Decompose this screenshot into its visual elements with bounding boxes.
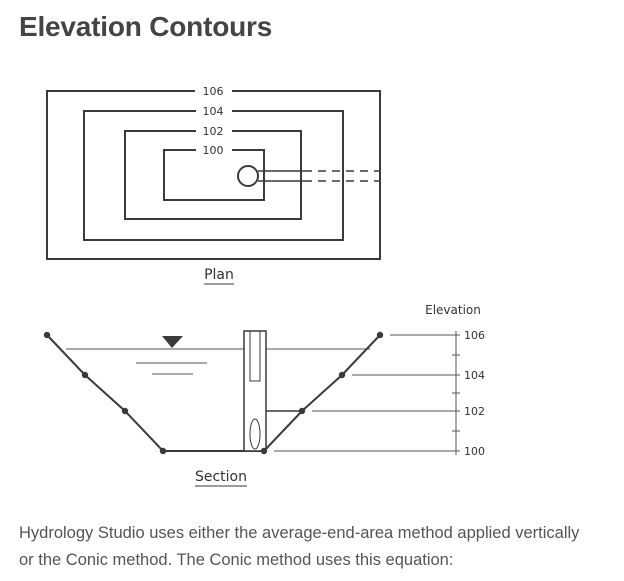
plan-caption: Plan <box>204 267 234 283</box>
section-view: Elevation 106 104 102 100 Section <box>43 303 485 487</box>
contour-label-104: 104 <box>203 105 224 118</box>
plan-view: 106 104 102 100 Plan <box>46 85 381 285</box>
contour-106 <box>46 90 381 260</box>
contour-100 <box>163 149 265 201</box>
contour-102 <box>124 130 302 220</box>
section-point <box>121 407 129 415</box>
section-point <box>376 331 384 339</box>
section-point <box>298 407 306 415</box>
contour-label-102: 102 <box>203 125 224 138</box>
riser-orifice <box>249 418 261 450</box>
section-point <box>81 371 89 379</box>
riser-structure <box>243 330 267 452</box>
riser-inner-slot <box>249 330 261 382</box>
section-point <box>159 447 167 455</box>
elevation-contours-diagram: 106 104 102 100 Plan <box>43 85 485 487</box>
contour-label-106: 106 <box>203 85 224 98</box>
water-level-triangle-icon <box>162 336 183 348</box>
section-caption: Section <box>195 469 247 485</box>
contour-label-100: 100 <box>203 144 224 157</box>
body-paragraph: Hydrology Studio uses either the average… <box>19 520 609 574</box>
elevation-label-100: 100 <box>464 445 485 458</box>
section-point <box>260 447 268 455</box>
section-point <box>43 331 51 339</box>
section-point <box>338 371 346 379</box>
pond-cross-section <box>46 334 381 452</box>
contour-104 <box>83 110 344 241</box>
elevation-label-102: 102 <box>464 405 485 418</box>
elevation-label-104: 104 <box>464 369 485 382</box>
body-line-1: Hydrology Studio uses either the average… <box>19 524 580 542</box>
page-title: Elevation Contours <box>19 11 273 42</box>
elevation-header: Elevation <box>425 303 481 317</box>
riser-outlet-icon <box>237 165 259 187</box>
body-line-2: or the Conic method. The Conic method us… <box>19 551 454 569</box>
elevation-label-106: 106 <box>464 329 485 342</box>
